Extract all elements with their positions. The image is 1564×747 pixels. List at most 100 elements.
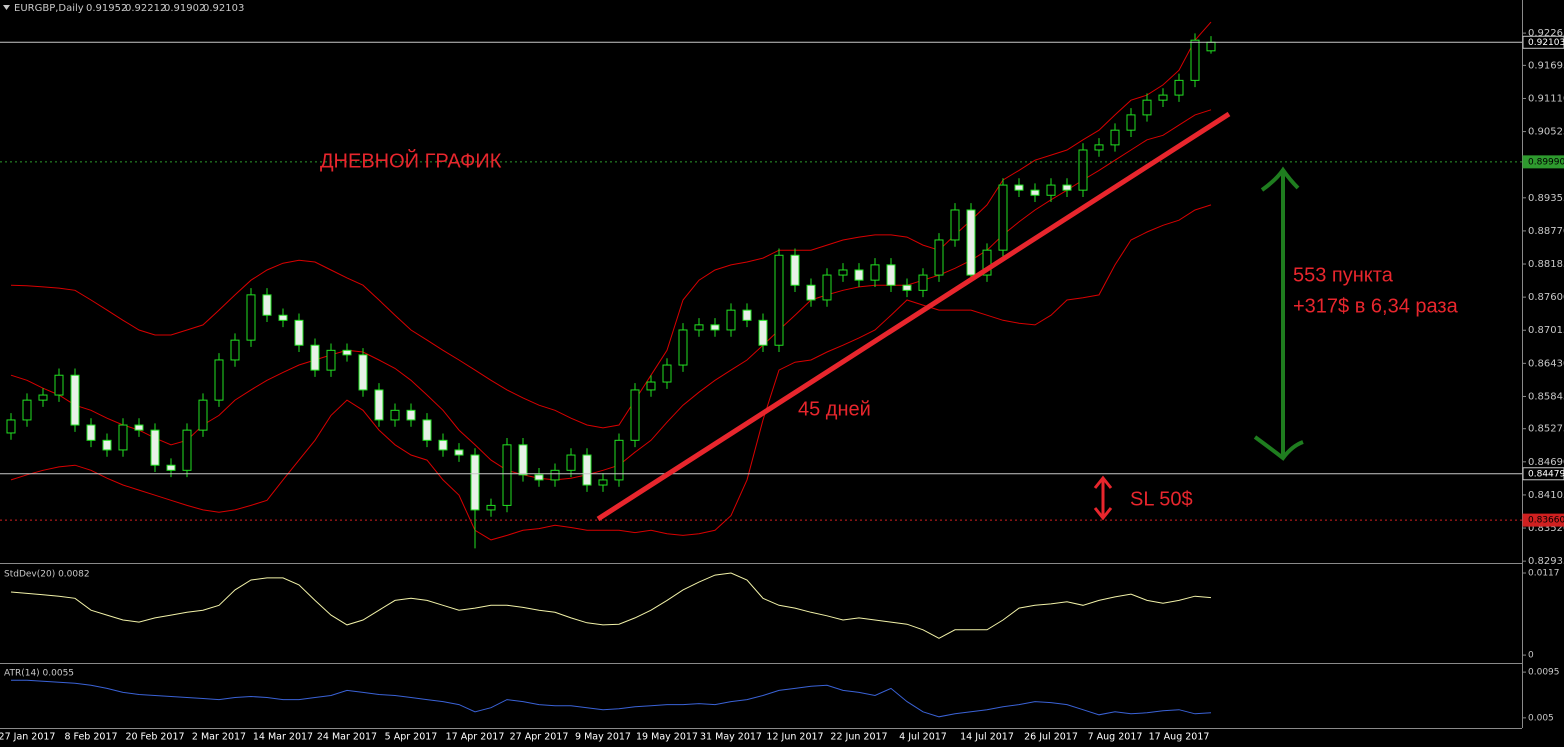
candle-body bbox=[774, 254, 784, 346]
candle-body bbox=[1206, 41, 1216, 52]
candle-body bbox=[646, 381, 656, 391]
candle-body bbox=[326, 349, 336, 371]
y-tick-label: 0.005 bbox=[1528, 713, 1554, 723]
annotation: 553 пункта bbox=[1293, 264, 1394, 286]
candle-body bbox=[998, 184, 1008, 251]
candle-body bbox=[502, 444, 512, 506]
candle-body bbox=[86, 424, 96, 441]
candle-body bbox=[310, 344, 320, 371]
candle-body bbox=[534, 474, 544, 481]
arrow-head bbox=[1093, 507, 1113, 521]
candle-body bbox=[966, 209, 976, 276]
candle-body bbox=[742, 309, 752, 321]
x-tick-label: 31 May 2017 bbox=[700, 732, 762, 743]
price-label-box bbox=[1522, 467, 1564, 481]
x-tick-label: 2 Mar 2017 bbox=[192, 732, 246, 743]
candle-body bbox=[1142, 99, 1152, 116]
candle-body bbox=[1014, 184, 1024, 191]
x-tick-label: 27 Jan 2017 bbox=[0, 732, 55, 743]
arrow-head bbox=[1253, 435, 1304, 461]
candle-body bbox=[854, 269, 864, 281]
bollinger-band bbox=[10, 109, 1212, 481]
x-tick-label: 14 Mar 2017 bbox=[253, 732, 313, 743]
candle-body bbox=[822, 274, 832, 301]
candle-body bbox=[6, 419, 16, 434]
arrow-head bbox=[1260, 166, 1300, 192]
candle-body bbox=[454, 449, 464, 456]
x-tick-label: 20 Feb 2017 bbox=[125, 732, 184, 743]
annotation: 45 дней bbox=[798, 398, 871, 420]
candle-body bbox=[102, 439, 112, 451]
frame bbox=[0, 0, 1523, 729]
y-tick-label: 0.0095 bbox=[1528, 668, 1560, 678]
candle-body bbox=[1126, 114, 1136, 131]
y-tick-label: 0.84105 bbox=[1528, 490, 1564, 501]
candle-body bbox=[166, 464, 176, 471]
x-tick-label: 22 Jun 2017 bbox=[830, 732, 887, 743]
x-tick-label: 5 Apr 2017 bbox=[385, 732, 438, 743]
candle-body bbox=[182, 429, 192, 471]
candle-body bbox=[662, 364, 672, 383]
candle-body bbox=[694, 324, 704, 331]
y-tick-label: 0.91695 bbox=[1528, 60, 1564, 71]
candle-body bbox=[1110, 129, 1120, 146]
y-tick-label: 0 bbox=[1528, 651, 1534, 661]
candle-body bbox=[198, 399, 208, 431]
candle-body bbox=[406, 409, 416, 421]
candle-body bbox=[902, 284, 912, 291]
x-tick-label: 7 Aug 2017 bbox=[1088, 732, 1143, 743]
x-tick-label: 12 Jun 2017 bbox=[766, 732, 823, 743]
candle-body bbox=[582, 454, 592, 486]
y-tick-label: 0.87015 bbox=[1528, 325, 1564, 336]
x-tick-label: 14 Jul 2017 bbox=[960, 732, 1014, 743]
annotation: SL 50$ bbox=[1130, 488, 1193, 510]
candle-body bbox=[262, 294, 272, 316]
indicator-line bbox=[11, 679, 1212, 718]
candle-body bbox=[918, 274, 928, 291]
x-tick-label: 4 Jul 2017 bbox=[899, 732, 947, 743]
candle-body bbox=[790, 254, 800, 286]
annotation: +317$ в 6,34 раза bbox=[1293, 295, 1459, 317]
price-label: 0.84479 bbox=[1528, 469, 1564, 479]
candle-body bbox=[246, 294, 256, 341]
candle-body bbox=[230, 339, 240, 361]
x-tick-label: 26 Jul 2017 bbox=[1024, 732, 1078, 743]
candle-body bbox=[70, 374, 80, 426]
price-label-box bbox=[1522, 513, 1564, 527]
candle-body bbox=[1046, 184, 1056, 196]
indicator-title: ATR(14) 0.0055 bbox=[4, 669, 74, 679]
y-tick-label: 0.82935 bbox=[1528, 556, 1564, 567]
candle-body bbox=[870, 264, 880, 281]
candle-body bbox=[342, 349, 352, 356]
y-tick-label: 0.88185 bbox=[1528, 259, 1564, 270]
header: EURGBP,Daily 0.91952 0.92212 0.91902 0.9… bbox=[3, 3, 244, 14]
candle-body bbox=[838, 269, 848, 276]
indicator-title: StdDev(20) 0.0082 bbox=[4, 570, 90, 580]
x-tick-label: 8 Feb 2017 bbox=[64, 732, 117, 743]
candle-body bbox=[438, 439, 448, 451]
y-tick-label: 0.89355 bbox=[1528, 193, 1564, 204]
x-tick-label: 17 Aug 2017 bbox=[1149, 732, 1210, 743]
candle-body bbox=[38, 394, 48, 401]
candle-body bbox=[422, 419, 432, 441]
candle-body bbox=[982, 249, 992, 276]
candle-body bbox=[374, 389, 384, 421]
candle-body bbox=[1062, 184, 1072, 191]
annotation: ДНЕВНОЙ ГРАФИК bbox=[320, 148, 502, 172]
price-label: 0.92103 bbox=[1528, 38, 1564, 48]
symbol: EURGBP,Daily bbox=[14, 3, 84, 14]
green-arrow bbox=[1253, 166, 1304, 461]
price-label: 0.89990 bbox=[1528, 157, 1564, 167]
candle-body bbox=[726, 309, 736, 331]
candle-body bbox=[518, 444, 528, 476]
candle-body bbox=[358, 354, 368, 391]
x-tick-label: 27 Apr 2017 bbox=[510, 732, 569, 743]
header-value: 0.91902 bbox=[164, 3, 205, 14]
candle-body bbox=[758, 319, 768, 346]
